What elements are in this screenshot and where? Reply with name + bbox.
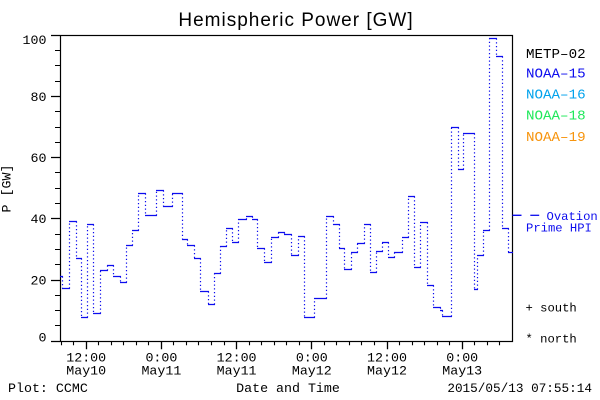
svg-text:Prime HPI: Prime HPI [526, 222, 592, 236]
svg-text:0:00: 0:00 [145, 351, 177, 366]
svg-text:100: 100 [23, 33, 47, 48]
svg-text:Plot: CCMC: Plot: CCMC [8, 381, 88, 396]
svg-text:12:00: 12:00 [217, 351, 257, 366]
svg-text:P [GW]: P [GW] [0, 165, 15, 213]
svg-text:NOAA–15: NOAA–15 [526, 66, 586, 82]
svg-text:12:00: 12:00 [367, 351, 407, 366]
svg-text:0:00: 0:00 [446, 351, 478, 366]
svg-text:May11: May11 [141, 364, 181, 379]
svg-text:60: 60 [31, 151, 47, 166]
svg-text:NOAA–19: NOAA–19 [526, 130, 586, 146]
svg-text:12:00: 12:00 [66, 351, 106, 366]
svg-text:METP–02: METP–02 [526, 47, 586, 63]
svg-text:Date and Time: Date and Time [236, 381, 340, 396]
svg-text:May11: May11 [217, 364, 257, 379]
svg-text:* north: * north [526, 332, 577, 346]
svg-text:NOAA–18: NOAA–18 [526, 109, 586, 125]
svg-text:2015/05/13 07:55:14: 2015/05/13 07:55:14 [447, 381, 592, 396]
svg-text:0: 0 [39, 331, 47, 346]
svg-text:May12: May12 [292, 364, 332, 379]
svg-text:May13: May13 [442, 364, 482, 379]
svg-text:NOAA–16: NOAA–16 [526, 87, 586, 103]
svg-text:May10: May10 [66, 364, 106, 379]
svg-text:May12: May12 [367, 364, 407, 379]
svg-text:Hemispheric Power [GW]: Hemispheric Power [GW] [178, 10, 413, 31]
svg-text:80: 80 [31, 90, 47, 105]
svg-text:0:00: 0:00 [296, 351, 328, 366]
svg-text:20: 20 [31, 273, 47, 288]
svg-text:Ovation: Ovation [547, 210, 598, 224]
svg-text:+ south: + south [526, 301, 577, 315]
svg-text:40: 40 [31, 212, 47, 227]
